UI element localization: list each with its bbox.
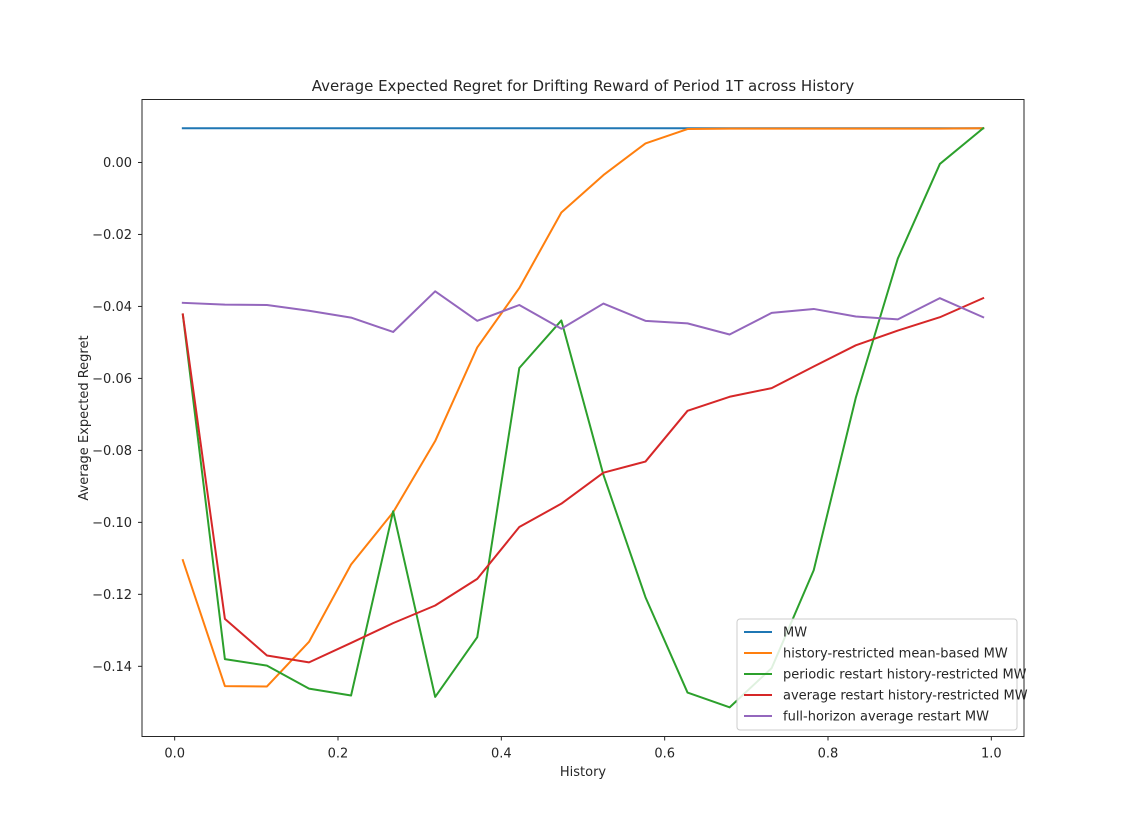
- legend-box: [736, 618, 1018, 731]
- series-line-3: [181, 296, 985, 664]
- y-tick-label: −0.12: [92, 588, 132, 603]
- x-tick-label: 0.2: [328, 747, 349, 762]
- legend-entry: MW: [783, 626, 807, 641]
- y-tick-label: −0.08: [92, 444, 132, 459]
- legend-entry: periodic restart history-restricted MW: [783, 668, 1027, 683]
- y-tick-label: 0.00: [103, 156, 132, 171]
- plot-frame: [141, 99, 1025, 737]
- x-tick-label: 0.4: [491, 747, 512, 762]
- series-line-1: [181, 127, 985, 688]
- x-tick-label: 0.8: [818, 747, 839, 762]
- legend: MW history-restricted mean-based MW period…: [736, 618, 1028, 731]
- x-tick-label: 0.6: [654, 747, 675, 762]
- legend-items: MW history-restricted mean-based MW period…: [744, 626, 1028, 725]
- y-tick-label: −0.02: [92, 228, 132, 243]
- series-line-2: [181, 126, 985, 709]
- y-axis-ticks: 0.00 −0.02 −0.04 −0.06 −0.08 −0.10 −0.12 −0.14: [92, 156, 142, 675]
- legend-entry: average restart history-restricted MW: [783, 689, 1028, 704]
- x-tick-label: 1.0: [981, 747, 1002, 762]
- y-tick-label: −0.10: [92, 516, 132, 531]
- y-tick-label: −0.04: [92, 300, 132, 315]
- x-tick-label: 0.0: [164, 747, 185, 762]
- series-layer: [181, 126, 985, 709]
- x-axis-ticks: 0.0 0.2 0.4 0.6 0.8 1.0: [164, 736, 1002, 762]
- legend-entry: history-restricted mean-based MW: [783, 647, 1008, 662]
- y-axis-label: Average Expected Regret: [77, 335, 92, 500]
- series-line-4: [181, 290, 985, 336]
- chart-title: Average Expected Regret for Drifting Rew…: [312, 77, 855, 95]
- y-tick-label: −0.14: [92, 660, 132, 675]
- x-axis-label: History: [560, 765, 607, 780]
- legend-entry: full-horizon average restart MW: [783, 710, 989, 725]
- y-tick-label: −0.06: [92, 372, 132, 387]
